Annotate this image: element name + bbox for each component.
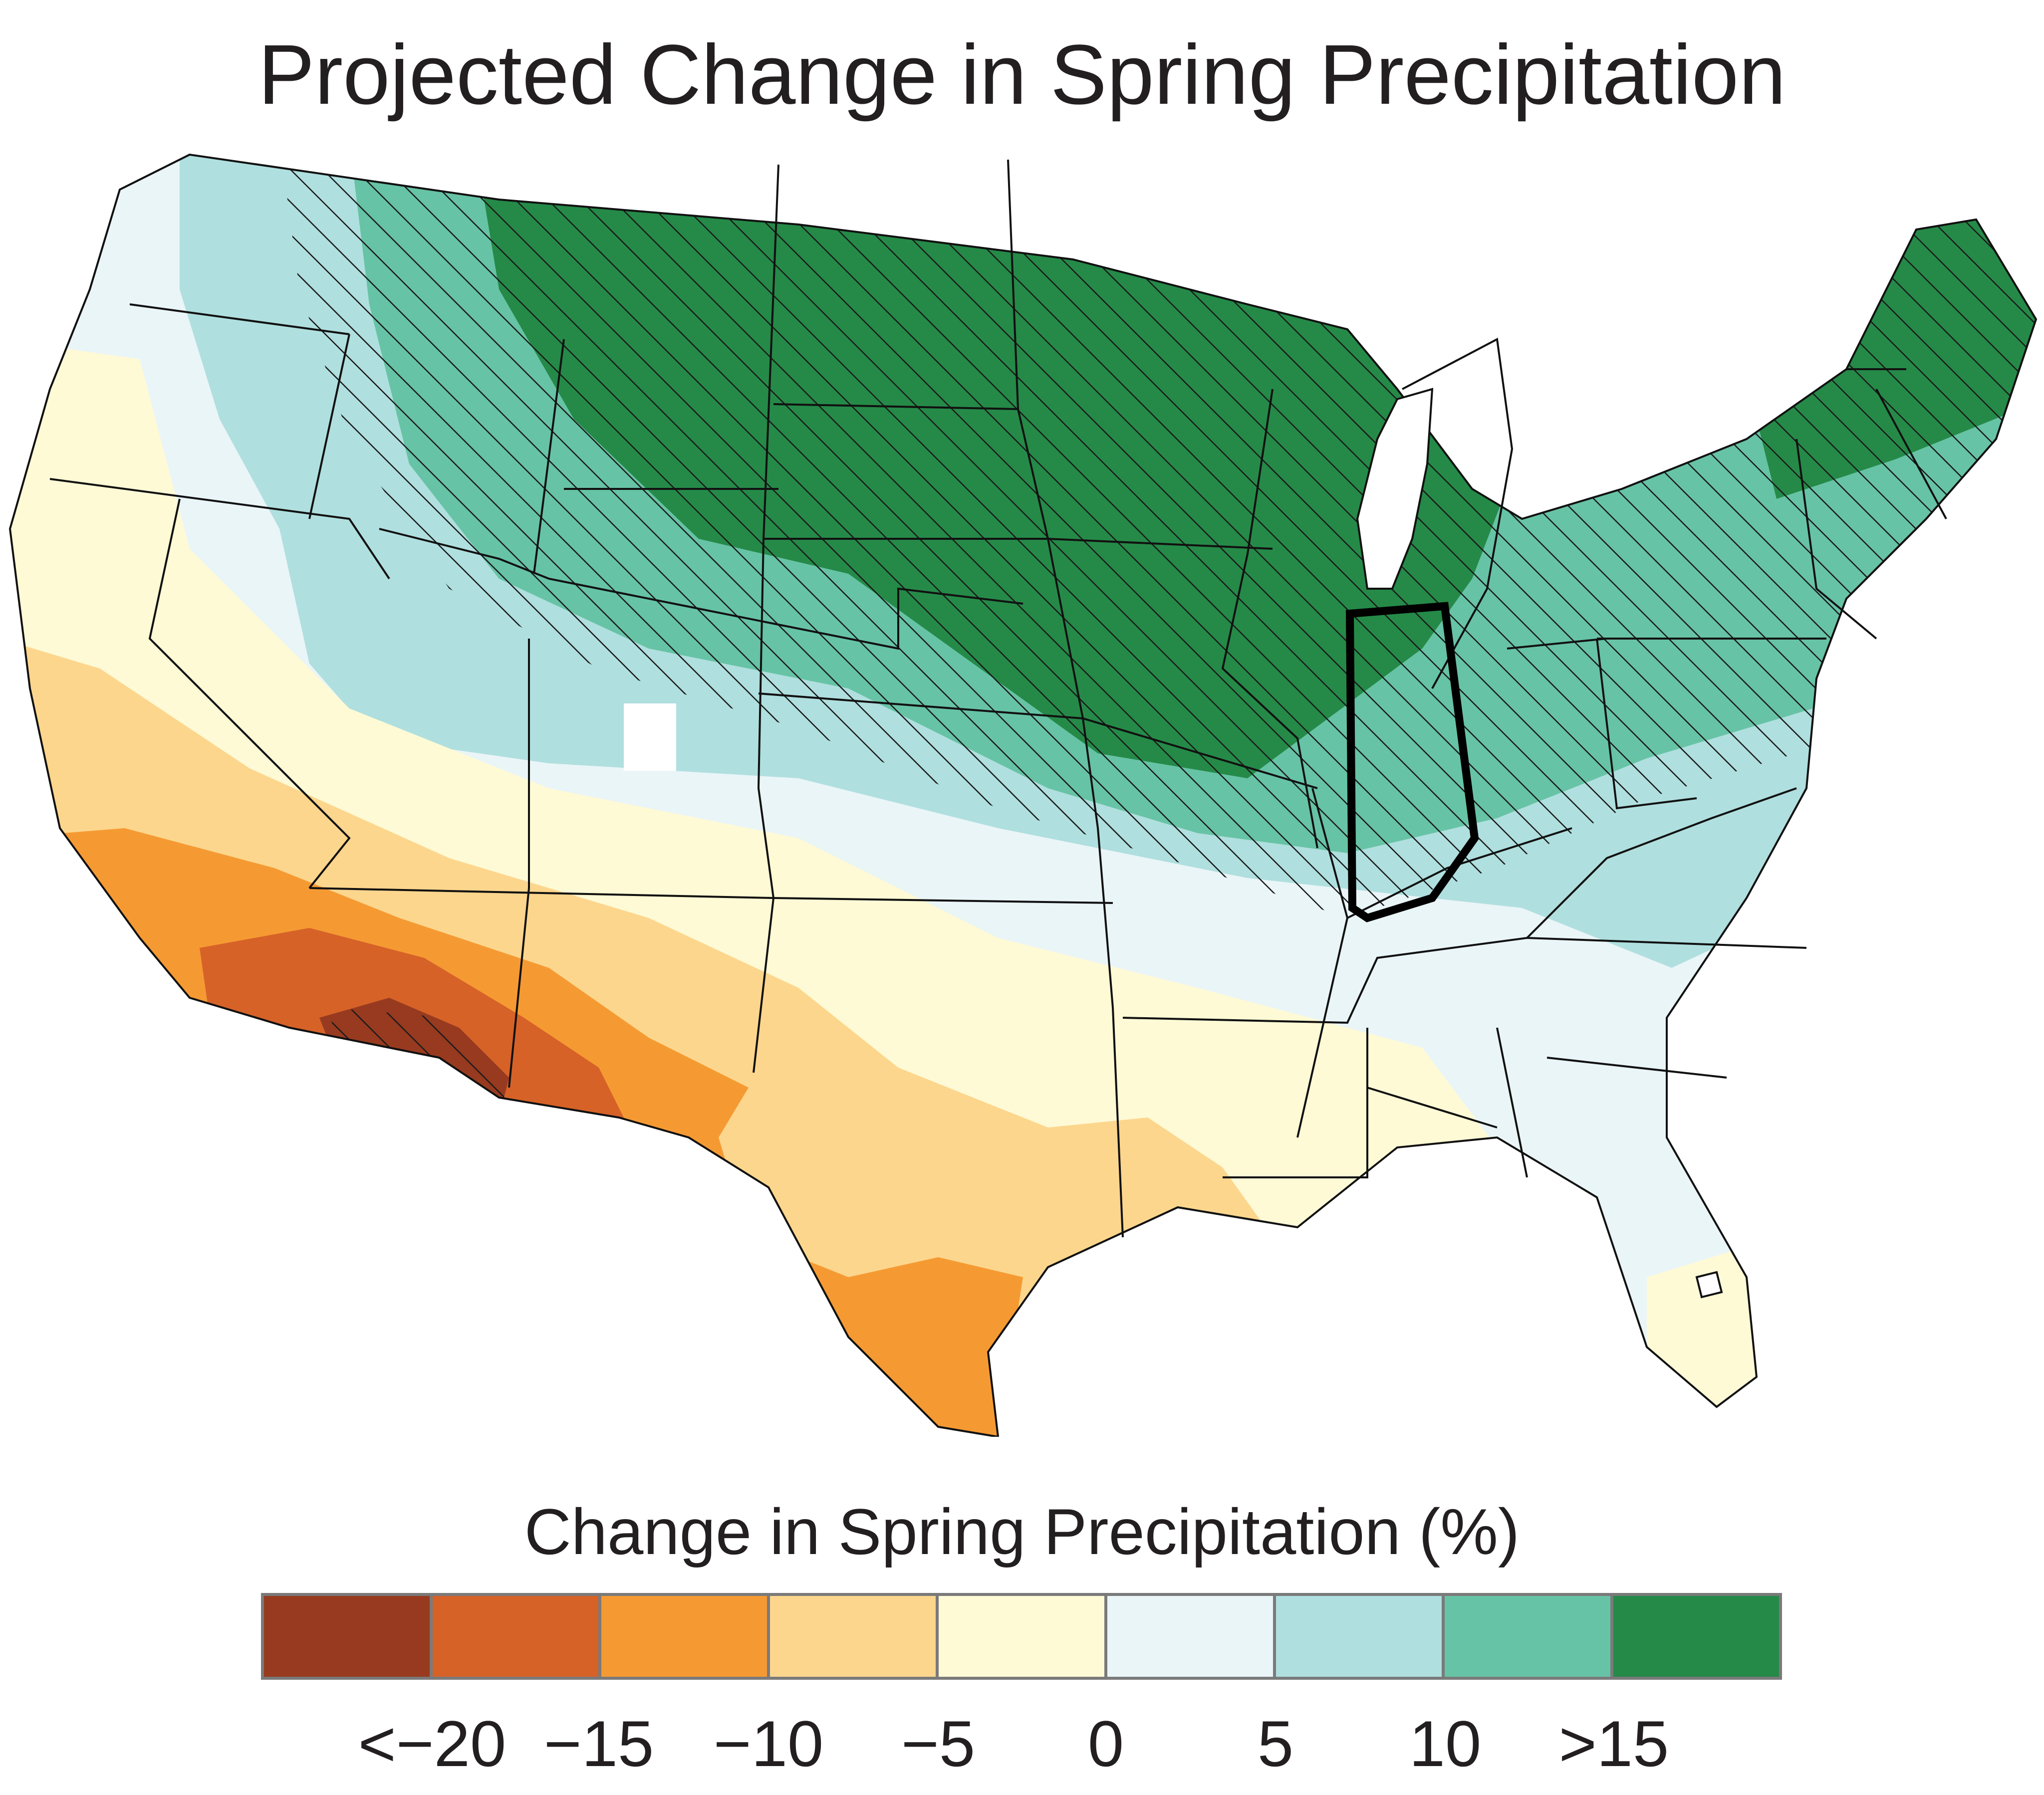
lake-okeechobee (1695, 1271, 1723, 1299)
legend-swatch (1104, 1596, 1273, 1677)
legend-tick-label: 0 (1087, 1707, 1124, 1780)
legend-swatch (1273, 1596, 1442, 1677)
legend-swatch (767, 1596, 936, 1677)
indiana-outline (1345, 602, 1479, 922)
us-precipitation-map (0, 140, 2044, 1438)
legend-swatch (430, 1596, 598, 1677)
legend-swatch (598, 1596, 767, 1677)
nodata-patch (624, 703, 676, 771)
legend-tick-label: −15 (543, 1707, 654, 1780)
legend-tick-label: >15 (1558, 1707, 1669, 1780)
legend-swatch (1442, 1596, 1610, 1677)
legend-tick-label: −10 (713, 1707, 824, 1780)
legend-swatch (1610, 1596, 1779, 1677)
legend-tick-label: 10 (1409, 1707, 1482, 1780)
map-title: Projected Change in Spring Precipitation (258, 27, 1786, 122)
map-svg (8, 153, 2038, 1438)
precipitation-fill (10, 155, 2036, 1437)
legend-tick-label: <−20 (358, 1707, 507, 1780)
legend-swatch (264, 1596, 430, 1677)
legend-tick-label: 5 (1257, 1707, 1294, 1780)
legend-swatch (936, 1596, 1104, 1677)
legend-title: Change in Spring Precipitation (%) (524, 1495, 1520, 1568)
legend-tick-label: −5 (901, 1707, 976, 1780)
lake-michigan (1356, 388, 1434, 590)
state-borders (8, 153, 2038, 1438)
legend-color-bar (261, 1593, 1782, 1680)
